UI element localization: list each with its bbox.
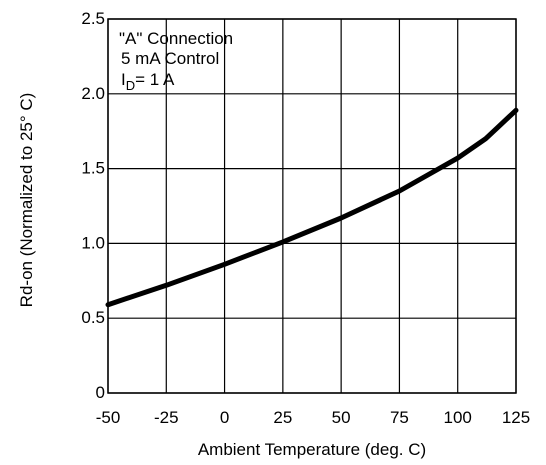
annotation-control: 5 mA Control	[121, 49, 219, 68]
y-tick-label: 1.5	[81, 159, 105, 178]
x-tick-label: -25	[154, 408, 179, 427]
annotation-current-value: = 1 A	[135, 70, 175, 89]
plot-frame	[107, 18, 517, 394]
x-tick-label: 100	[444, 408, 472, 427]
annotation-connection: "A" Connection	[119, 29, 233, 48]
y-tick-label: 2.0	[81, 84, 105, 103]
y-tick-label: 0	[96, 383, 105, 402]
x-tick-label: 125	[502, 408, 530, 427]
x-tick-label: -50	[96, 408, 121, 427]
x-tick-labels: -50 -25 0 25 50 75 100 125	[96, 408, 530, 427]
annotation-current: ID= 1 A	[121, 70, 175, 93]
legend-annotation: "A" Connection 5 mA Control ID= 1 A	[119, 29, 233, 93]
annotation-current-symbol: I	[121, 70, 126, 89]
y-axis-title: Rd-on (Normalized to 25° C)	[17, 93, 36, 308]
y-tick-label: 0.5	[81, 308, 105, 327]
annotation-current-subscript: D	[126, 78, 135, 93]
y-tick-label: 2.5	[81, 9, 105, 28]
x-axis-title: Ambient Temperature (deg. C)	[198, 440, 426, 459]
x-tick-label: 75	[390, 408, 409, 427]
y-tick-label: 1.0	[81, 233, 105, 252]
x-tick-label: 50	[332, 408, 351, 427]
x-tick-label: 0	[220, 408, 229, 427]
y-tick-labels: 0 0.5 1.0 1.5 2.0 2.5	[81, 9, 105, 402]
x-tick-label: 25	[273, 408, 292, 427]
rd-on-curve	[105, 107, 519, 308]
